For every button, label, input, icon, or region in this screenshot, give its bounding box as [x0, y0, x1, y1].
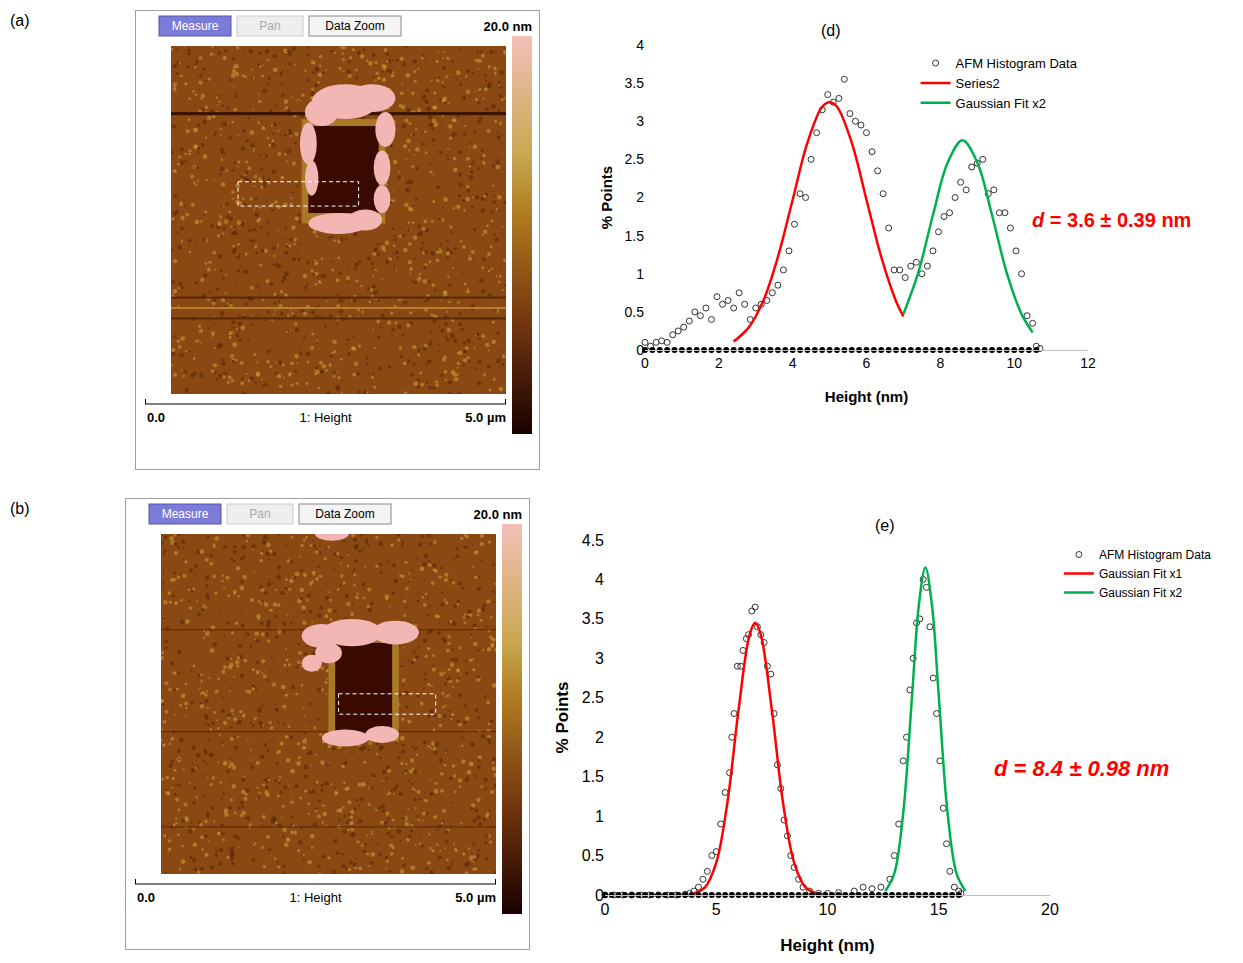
svg-text:10: 10 — [1006, 355, 1022, 371]
svg-text:1: 1 — [595, 808, 604, 825]
svg-text:1.5: 1.5 — [625, 228, 645, 244]
svg-text:4: 4 — [789, 355, 797, 371]
svg-text:Height (nm): Height (nm) — [780, 936, 874, 955]
svg-text:8: 8 — [936, 355, 944, 371]
svg-text:0.0: 0.0 — [137, 890, 155, 905]
svg-text:4.5: 4.5 — [582, 532, 604, 549]
svg-text:0: 0 — [636, 342, 644, 358]
svg-text:Gaussian Fit x1: Gaussian Fit x1 — [1099, 567, 1183, 581]
svg-text:Pan: Pan — [249, 507, 270, 521]
svg-text:0: 0 — [601, 901, 610, 918]
svg-text:6: 6 — [863, 355, 871, 371]
svg-text:AFM Histogram Data: AFM Histogram Data — [1099, 548, 1211, 562]
svg-text:d = 8.4 ± 0.98 nm: d = 8.4 ± 0.98 nm — [994, 756, 1169, 781]
svg-text:Height (nm): Height (nm) — [825, 388, 908, 405]
svg-text:3: 3 — [595, 650, 604, 667]
svg-text:Pan: Pan — [259, 19, 280, 33]
svg-text:1: 1 — [636, 266, 644, 282]
svg-text:12: 12 — [1080, 355, 1096, 371]
svg-text:2: 2 — [636, 189, 644, 205]
svg-text:0.5: 0.5 — [625, 304, 645, 320]
svg-text:AFM Histogram Data: AFM Histogram Data — [956, 56, 1078, 71]
svg-text:Data Zoom: Data Zoom — [315, 507, 374, 521]
svg-text:1: Height: 1: Height — [299, 410, 351, 425]
svg-text:d = 3.6 ± 0.39 nm: d = 3.6 ± 0.39 nm — [1032, 209, 1191, 231]
svg-text:1.5: 1.5 — [582, 768, 604, 785]
svg-text:20: 20 — [1041, 901, 1059, 918]
svg-text:2.5: 2.5 — [625, 151, 645, 167]
svg-text:Gaussian Fit x2: Gaussian Fit x2 — [1099, 586, 1183, 600]
svg-text:2.5: 2.5 — [582, 689, 604, 706]
svg-text:Measure: Measure — [172, 19, 219, 33]
svg-text:3.5: 3.5 — [582, 610, 604, 627]
svg-text:0.0: 0.0 — [147, 410, 165, 425]
svg-text:Series2: Series2 — [956, 76, 1000, 91]
svg-text:Data Zoom: Data Zoom — [325, 19, 384, 33]
svg-text:Measure: Measure — [162, 507, 209, 521]
svg-text:5: 5 — [712, 901, 721, 918]
svg-text:% Points: % Points — [598, 166, 615, 229]
svg-text:(e): (e) — [875, 517, 895, 534]
svg-text:Gaussian Fit x2: Gaussian Fit x2 — [956, 96, 1046, 111]
svg-text:5.0 µm: 5.0 µm — [465, 410, 506, 425]
svg-text:0: 0 — [641, 355, 649, 371]
svg-text:% Points: % Points — [553, 682, 572, 754]
svg-text:2: 2 — [595, 729, 604, 746]
svg-text:0: 0 — [595, 887, 604, 904]
svg-text:(d): (d) — [821, 22, 841, 39]
svg-text:10: 10 — [819, 901, 837, 918]
svg-text:1: Height: 1: Height — [289, 890, 341, 905]
svg-text:4: 4 — [636, 37, 644, 53]
svg-text:20.0 nm: 20.0 nm — [484, 19, 532, 34]
svg-text:2: 2 — [715, 355, 723, 371]
svg-text:15: 15 — [930, 901, 948, 918]
svg-text:0.5: 0.5 — [582, 847, 604, 864]
svg-text:5.0 µm: 5.0 µm — [455, 890, 496, 905]
svg-text:4: 4 — [595, 571, 604, 588]
html-text:(b): (b) — [10, 500, 30, 517]
svg-text:3: 3 — [636, 113, 644, 129]
svg-text:20.0 nm: 20.0 nm — [474, 507, 522, 522]
svg-text:3.5: 3.5 — [625, 75, 645, 91]
html-text:(a): (a) — [10, 12, 30, 29]
